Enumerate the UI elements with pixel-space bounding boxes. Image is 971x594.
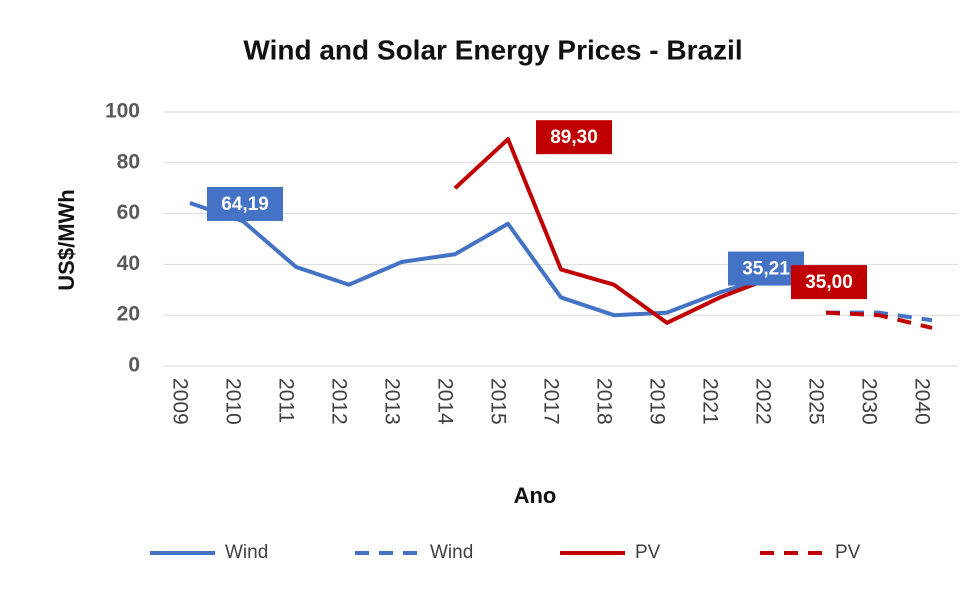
data-label-box: [791, 265, 867, 300]
data-label: 64,19: [207, 186, 283, 221]
x-tick-label: 2012: [327, 378, 350, 425]
data-label-text: 64,19: [221, 194, 269, 215]
data-label-text: 89,30: [550, 127, 598, 148]
legend-label: Wind: [225, 542, 268, 563]
legend-label: Wind: [430, 542, 473, 563]
series-line: [825, 310, 933, 330]
legend-label: PV: [635, 542, 661, 563]
y-tick-label: 40: [117, 252, 140, 275]
x-tick-label: 2015: [486, 378, 509, 425]
x-tick-label: 2017: [539, 378, 562, 425]
legend-label: PV: [835, 542, 861, 563]
data-label: 89,30: [536, 120, 612, 155]
x-tick-label: 2040: [910, 378, 933, 425]
y-tick-label: 20: [117, 303, 140, 326]
series-line: [453, 137, 774, 325]
data-label-text: 35,21: [742, 259, 790, 280]
x-tick-label: 2025: [804, 378, 827, 425]
x-tick-label: 2013: [380, 378, 403, 425]
x-tick-label: 2018: [592, 378, 615, 425]
y-tick-label: 0: [128, 354, 140, 377]
x-tick-label: 2009: [168, 378, 191, 425]
x-tick-label: 2011: [274, 378, 297, 423]
series-line: [189, 201, 774, 318]
y-tick-label: 60: [117, 201, 140, 224]
y-axis-label: US$/MWh: [54, 189, 79, 290]
x-tick-label: 2019: [645, 378, 668, 425]
data-label-box: [207, 186, 283, 221]
data-label: 35,00: [791, 265, 867, 300]
y-tick-label: 100: [105, 100, 140, 123]
chart-title: Wind and Solar Energy Prices - Brazil: [243, 34, 742, 65]
x-tick-label: 2021: [698, 378, 721, 425]
x-tick-label: 2010: [221, 378, 244, 425]
series-line: [826, 310, 933, 323]
x-tick-label: 2022: [751, 378, 774, 425]
x-axis-label: Ano: [514, 483, 557, 508]
data-label-text: 35,00: [805, 272, 853, 293]
y-tick-label: 80: [117, 150, 140, 173]
x-tick-label: 2030: [857, 378, 880, 425]
x-tick-label: 2014: [433, 378, 456, 425]
data-label-box: [536, 120, 612, 155]
